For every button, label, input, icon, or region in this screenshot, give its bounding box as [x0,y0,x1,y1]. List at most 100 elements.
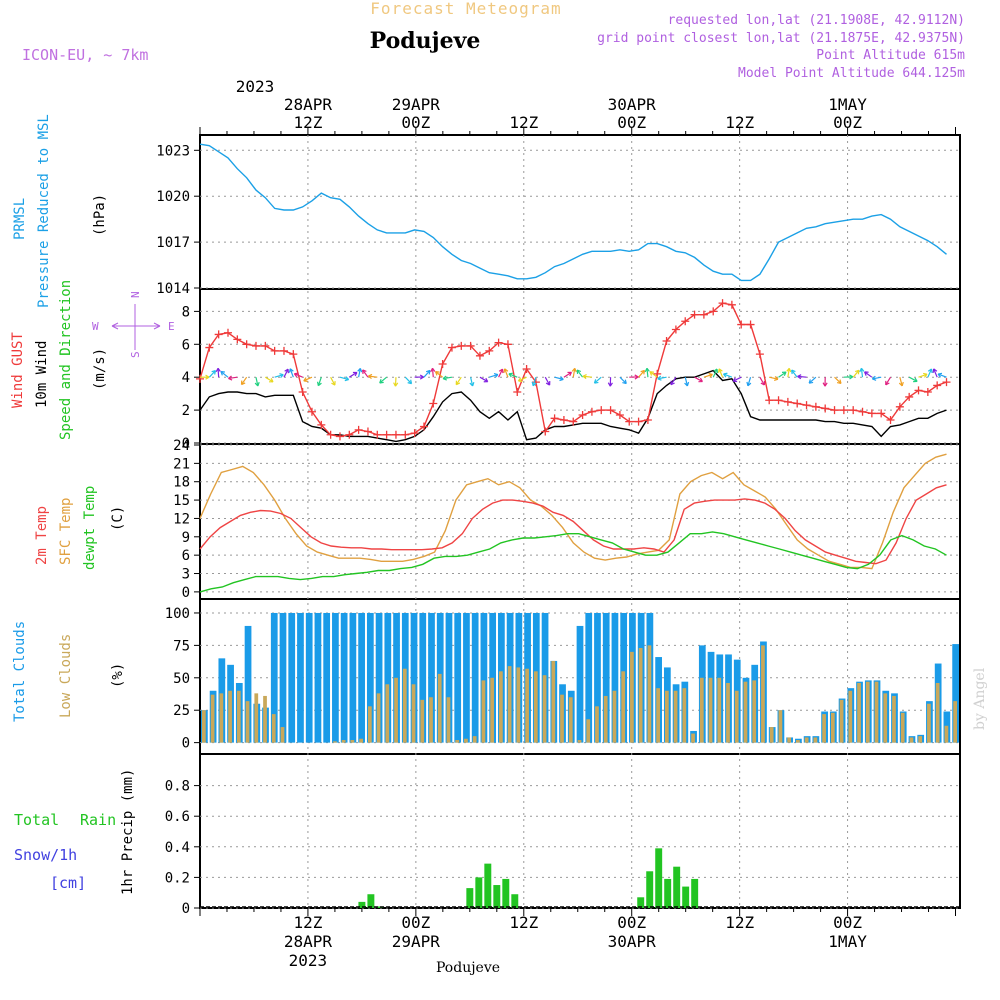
low-cloud-bar [533,671,538,743]
gust-marker [709,307,718,316]
gust-marker [298,388,307,396]
wind-arrow-head [582,374,587,380]
total-cloud-bar [445,612,453,743]
low-cloud-bar [839,699,844,743]
wind-direction-arrow [872,376,882,380]
wind-direction-arrow [808,376,817,384]
gust-marker [569,417,578,426]
wind-arrow-head [205,374,210,380]
gust-marker [811,402,820,411]
low-cloud-bar [848,690,853,743]
low-cloud-bar [638,647,643,743]
wind-arrow-head [885,380,890,386]
wind-arrow-head [430,367,436,373]
wind-direction-arrow [657,376,667,380]
total-cloud-bar [454,612,462,743]
low-cloud-bar [245,701,250,743]
wind-direction-arrow [362,369,369,378]
low-cloud-bar [455,740,460,743]
y-tick-label: 0 [182,901,190,917]
wind-arrow-head [344,376,350,382]
gust-marker [513,388,522,396]
low-cloud-bar [900,712,905,743]
plot-frame [199,134,961,909]
wind-direction-arrow [703,373,713,378]
wind-direction-arrow [265,376,274,383]
dewpt-line [199,531,947,593]
gust-marker [681,317,690,326]
total-cloud-bar [244,625,252,743]
low-cloud-bar [402,668,407,743]
gust-marker [531,378,540,387]
low-cloud-bar [420,699,425,743]
compass-w: W [92,320,99,333]
low-cloud-bar [630,651,634,743]
rain-bar [646,871,654,908]
wind-arrow-head [836,379,842,385]
y-tick-label: 9 [182,530,190,546]
wind-direction-arrow [532,377,537,386]
wind-direction-arrow [899,377,903,387]
y-tick-labels: 1014101710201023024680369121518212402550… [156,143,190,917]
wind-direction-arrow [255,377,259,387]
bottom-hour-label: 12Z [293,913,322,932]
point-altitude: Point Altitude 615m [816,48,965,63]
wind-arrow-head [913,377,918,383]
low-cloud-bar [560,694,564,743]
wind-arrow-head [808,379,814,384]
wind-arrow-head [357,367,363,373]
low-cloud-bar [927,703,931,743]
gust-marker [419,422,428,431]
wind-unit: (m/s) [92,348,108,390]
low-cloud-bar [664,690,669,743]
wind-arrow-head [786,367,792,373]
low-cloud-bar [271,714,276,743]
wind-arrow-head [927,368,933,374]
wind-direction-arrow [646,368,649,378]
snow-label-2: [cm] [50,874,86,892]
top-hour-label: 12Z [293,113,322,132]
dewpt-label: dewpt Temp [82,486,98,570]
low-cloud-bar [542,675,547,743]
top-hour-label: 00Z [833,113,862,132]
gust-marker [233,335,242,344]
gust-marker [643,415,652,424]
gust-marker [634,417,643,426]
low-cloud-bar [935,682,940,743]
top-date-label: 28APR [284,95,333,114]
wind-arrow-head [644,367,650,373]
t2m-line [199,484,947,565]
wind-direction-arrow [435,371,443,378]
gust-marker [447,343,456,352]
low-cloud-bar [787,737,792,743]
wind-arrow-head [932,368,938,373]
wind-direction-arrow [220,371,229,378]
gust-marker [475,351,484,360]
low-cloud-bar [603,695,608,743]
wind-arrow-head [228,375,233,381]
wind-direction-arrow [723,373,733,378]
rain-bar [358,901,366,908]
y-tick-label: 1023 [156,143,190,159]
gust-marker [587,407,596,416]
gust-marker [354,425,363,434]
gust-marker [867,409,876,418]
wind-arrow-head [576,369,582,375]
low-cloud-bar [376,693,381,743]
wind-arrow-head [331,381,336,386]
prmsl-label: PRMSL [12,198,28,240]
wind-direction-arrow [797,375,807,378]
low-cloud-bar [394,677,398,743]
wind-direction-arrow [649,371,658,378]
wind-arrow-head [640,369,646,375]
total-cloud-bar [279,612,287,743]
total-cloud-bar [288,612,296,743]
wind-arrow-head [517,377,523,383]
rain-bar [493,885,501,908]
gust-marker [485,346,494,355]
t2m-label: 2m Temp [34,506,50,565]
y-tick-label: 21 [173,456,190,472]
total-cloud-bar [297,612,304,743]
low-cloud-bar [437,673,442,743]
sfc-temp-line [199,453,947,570]
